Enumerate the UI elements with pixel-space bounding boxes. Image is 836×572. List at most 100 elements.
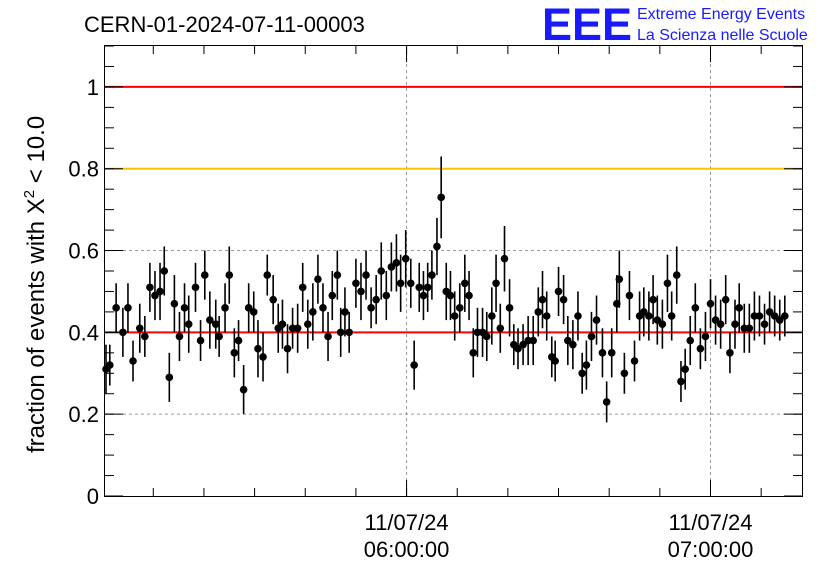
- data-point: [529, 336, 538, 345]
- data-point: [225, 271, 234, 279]
- data-point: [760, 320, 769, 328]
- data-point: [482, 332, 491, 341]
- data-point: [105, 361, 114, 369]
- eee-logo-line2: La Scienza nelle Scuole: [637, 27, 808, 44]
- data-point: [423, 283, 432, 292]
- data-point: [775, 316, 784, 324]
- data-point: [706, 299, 715, 308]
- data-point: [745, 324, 754, 333]
- data-point: [180, 304, 189, 312]
- data-point: [319, 304, 327, 312]
- data-point: [755, 312, 764, 320]
- data-point: [781, 312, 789, 320]
- data-point: [341, 308, 349, 316]
- data-point: [649, 295, 657, 304]
- y-tick-labels: 0 0.2 0.4 0.6 0.8 1: [68, 75, 99, 509]
- data-point: [382, 291, 391, 300]
- y-tick-label: 0.2: [68, 402, 99, 427]
- plot-frame: [104, 45, 803, 497]
- data-point: [461, 279, 469, 288]
- data-point: [124, 304, 132, 312]
- data-point: [681, 365, 689, 373]
- y-tick-label: 0: [87, 484, 99, 509]
- data-point: [357, 287, 365, 296]
- reference-lines: [105, 85, 802, 334]
- x-tick-time: 07:00:00: [668, 537, 754, 562]
- data-point: [538, 295, 547, 304]
- data-point: [677, 377, 685, 386]
- data-point: [640, 308, 648, 316]
- data-point: [336, 328, 345, 337]
- data-point: [151, 291, 159, 300]
- data-point: [446, 291, 455, 300]
- data-point: [630, 357, 639, 365]
- data-point: [206, 316, 214, 324]
- data-point: [574, 312, 582, 320]
- data-point: [653, 316, 662, 324]
- data-point: [582, 361, 591, 369]
- data-point: [696, 344, 705, 353]
- data-point: [259, 353, 267, 361]
- data-point: [392, 259, 401, 267]
- data-point: [419, 291, 428, 300]
- data-point: [716, 320, 725, 328]
- data-point: [372, 295, 380, 304]
- data-point: [324, 332, 332, 341]
- data-point: [309, 308, 317, 316]
- data-point: [469, 349, 478, 357]
- y-tick-label: 0.8: [68, 157, 99, 182]
- data-point: [221, 304, 229, 312]
- data-point: [314, 275, 322, 283]
- data-point: [410, 361, 418, 369]
- data-point: [269, 295, 277, 304]
- data-point: [625, 291, 634, 300]
- data-point: [534, 308, 543, 316]
- data-point: [721, 295, 730, 304]
- data-point: [488, 312, 496, 320]
- data-point: [691, 304, 700, 312]
- x-tick-date: 11/07/24: [668, 510, 752, 535]
- data-point: [170, 299, 179, 308]
- y-axis-label-prefix: fraction of events with: [23, 214, 50, 453]
- data-point: [112, 304, 120, 312]
- data-point: [184, 320, 193, 328]
- axis-ticks: [105, 45, 802, 497]
- data-point: [298, 283, 307, 292]
- data-point: [211, 320, 220, 328]
- data-point: [667, 312, 676, 320]
- data-point: [377, 267, 386, 275]
- data-point: [607, 349, 616, 357]
- data-point: [387, 263, 396, 271]
- data-point: [156, 287, 164, 296]
- data-point: [615, 275, 624, 283]
- data-point: [191, 283, 200, 292]
- data-point: [569, 340, 577, 349]
- y-tick-label: 1: [87, 75, 99, 100]
- data-point: [239, 385, 248, 394]
- data-point: [551, 357, 559, 365]
- data-point: [765, 308, 774, 316]
- data-point: [401, 254, 410, 263]
- data-point: [450, 312, 459, 320]
- data-point: [559, 295, 568, 304]
- data-point: [333, 271, 342, 279]
- data-point: [437, 193, 445, 202]
- data-point: [175, 332, 184, 341]
- data-point: [396, 279, 405, 288]
- data-point: [645, 312, 653, 320]
- data-point: [283, 344, 292, 353]
- data-point: [293, 324, 302, 333]
- data-point: [352, 279, 360, 288]
- data-point: [542, 312, 551, 320]
- data-point: [135, 324, 144, 333]
- x-tick-date: 11/07/24: [365, 510, 449, 535]
- data-point: [701, 332, 710, 341]
- data-point: [415, 283, 424, 292]
- data-point: [672, 271, 681, 279]
- data-point: [278, 320, 287, 328]
- data-point: [129, 357, 137, 365]
- data-point: [598, 349, 607, 357]
- data-point: [711, 316, 720, 324]
- data-point: [263, 271, 272, 279]
